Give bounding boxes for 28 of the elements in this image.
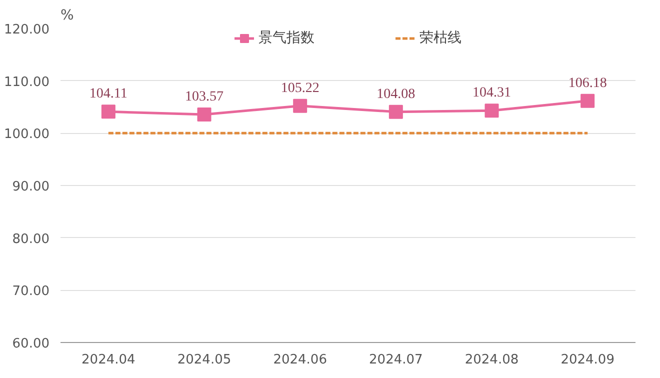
data-label: 105.22 [280,80,320,96]
x-tick-label: 2024.05 [177,352,232,368]
legend-label: 荣枯线 [420,29,462,47]
y-tick-label: 80.00 [12,232,50,247]
y-axis-title: % [60,8,74,24]
data-label: 104.11 [89,86,128,102]
y-tick-label: 60.00 [12,336,50,352]
y-tick-label: 120.00 [4,22,50,38]
x-tick-label: 2024.06 [273,352,327,368]
point [197,107,212,122]
point [101,104,116,119]
x-tick-label: 2024.07 [369,352,423,368]
x-tick-label: 2024.04 [82,352,136,368]
y-tick-label: 90.00 [12,180,50,194]
y-tick-label: 100.00 [4,127,50,142]
y-tick-label: 70.00 [12,284,50,300]
data-label: 104.31 [472,86,511,101]
legend-label: 景气指数 [258,29,314,47]
point [388,104,403,119]
x-tick-label: 2024.08 [464,352,519,368]
point [293,98,308,113]
y-tick-label: 110.00 [4,74,50,90]
point [580,94,595,108]
data-label: 104.08 [376,86,416,102]
point [484,104,499,118]
data-label: 103.57 [185,89,224,104]
data-label: 106.18 [568,76,607,91]
x-tick-label: 2024.09 [560,352,614,368]
